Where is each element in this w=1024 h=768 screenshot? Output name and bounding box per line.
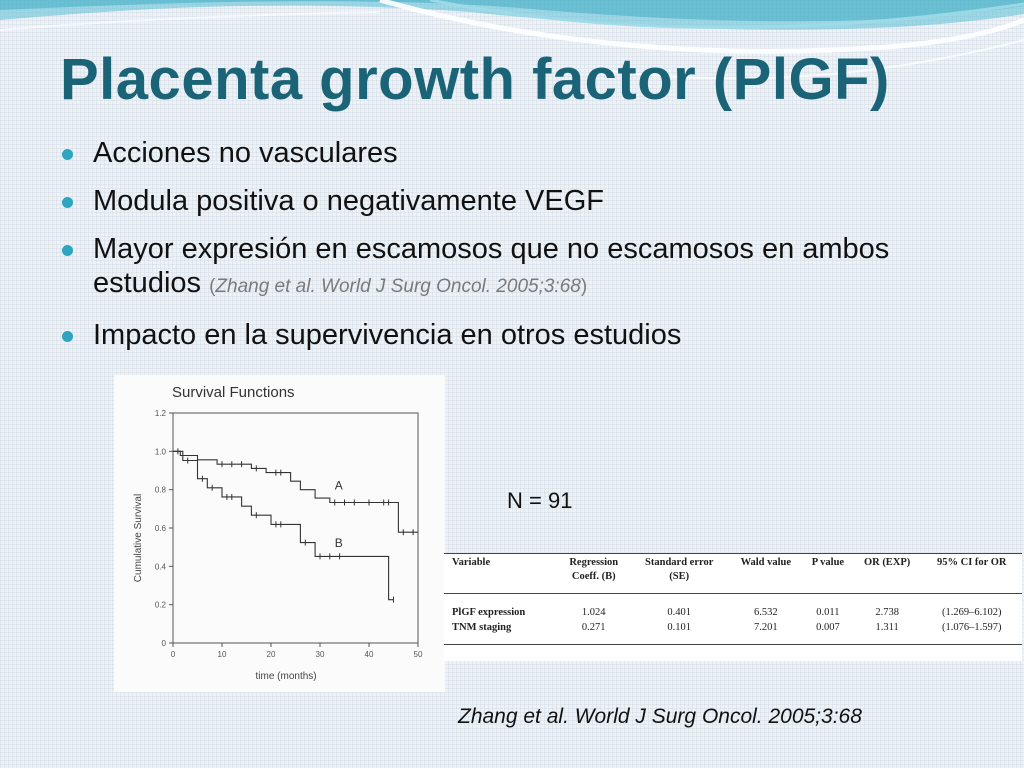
regression-table: Variable Regression Coeff. (B) Standard e…: [444, 553, 1022, 645]
column-header: Variable: [444, 553, 558, 594]
y-tick-label: 0.4: [155, 562, 167, 571]
column-header: P value: [803, 553, 853, 594]
x-axis-label: time (months): [256, 671, 317, 682]
plot-frame: [172, 412, 419, 644]
citation-close-paren: ): [580, 276, 588, 297]
y-tick-label: 0.8: [155, 486, 167, 495]
table-row: PlGF expression 1.024 0.401 6.532 0.011 …: [444, 594, 1022, 621]
regression-table-panel: Variable Regression Coeff. (B) Standard e…: [444, 553, 1022, 661]
table-cell: 1.311: [852, 620, 922, 645]
sample-size-label: N = 91: [507, 488, 573, 513]
table-cell: 7.201: [728, 620, 804, 645]
series-line-A: [173, 450, 418, 533]
slide-title: Placenta growth factor (PlGF): [60, 47, 890, 112]
series-line-B: [173, 450, 394, 601]
column-header: Regression Coeff. (B): [557, 553, 630, 594]
curve-annotation: B: [335, 536, 343, 550]
bullet-item: Impacto en la supervivencia en otros est…: [62, 318, 962, 352]
table-cell: 0.011: [816, 607, 840, 618]
column-header: 95% CI for OR: [921, 553, 1022, 594]
x-tick-label: 40: [365, 650, 374, 659]
table-cell: PlGF expression: [452, 607, 526, 618]
bullet-dot-icon: [62, 245, 73, 256]
bullet-list: Acciones no vasculares Modula positiva o…: [62, 136, 962, 366]
bullet-item: Modula positiva o negativamente VEGF: [62, 184, 962, 218]
survival-chart: 0 10 20 30 40 50 0 0.2 0.4 0.6 0.8 1.0 1.2 time (mont…: [133, 409, 423, 682]
citation-open-paren: (: [209, 276, 216, 297]
table-header-row: Variable Regression Coeff. (B) Standard e…: [444, 553, 1022, 594]
table-cell: 0.101: [629, 620, 729, 645]
bullet-text: Modula positiva o negativamente VEGF: [93, 185, 604, 217]
y-tick-label: 0: [162, 639, 167, 648]
table-cell: 6.532: [754, 607, 778, 618]
bullet-dot-icon: [62, 197, 73, 208]
y-tick-label: 0.6: [155, 524, 167, 533]
y-tick-label: 1.0: [155, 447, 167, 456]
column-header: OR (EXP): [852, 553, 922, 594]
chart-title: Survival Functions: [172, 384, 295, 401]
table-cell: 0.401: [667, 607, 692, 618]
bullet-item: Mayor expresión en escamosos que no esca…: [62, 232, 962, 304]
survival-chart-panel: Survival Functions 0 10 20 30 40 50 0 0.2 0.4 0.6…: [114, 375, 445, 692]
y-tick-label: 1.2: [155, 409, 167, 418]
bullet-text: Acciones no vasculares: [93, 137, 398, 169]
decorative-waves: [0, 0, 1024, 80]
x-tick-label: 20: [267, 650, 276, 659]
inline-citation: Zhang et al. World J Surg Oncol. 2005;3:…: [215, 276, 581, 297]
x-tick-label: 50: [414, 650, 423, 659]
footer-citation: Zhang et al. World J Surg Oncol. 2005;3:…: [458, 705, 862, 728]
curve-annotation: A: [335, 479, 343, 493]
table-cell: TNM staging: [444, 620, 558, 645]
table-cell: (1.076–1.597): [921, 620, 1022, 645]
bullet-dot-icon: [62, 149, 73, 160]
x-tick-label: 0: [171, 650, 176, 659]
y-tick-label: 0.2: [155, 601, 167, 610]
x-tick-label: 10: [218, 650, 227, 659]
table-cell: (1.269–6.102): [942, 607, 1002, 618]
y-axis-label: Cumulative Survival: [133, 494, 144, 582]
table-row: TNM staging 0.271 0.101 7.201 0.007 1.31…: [444, 620, 1022, 645]
table-cell: 2.738: [875, 607, 899, 618]
column-header: Standard error (SE): [629, 553, 729, 594]
bullet-item: Acciones no vasculares: [62, 136, 962, 170]
table-cell: 0.007: [803, 620, 853, 645]
bullet-text: Impacto en la supervivencia en otros est…: [93, 319, 682, 351]
bullet-dot-icon: [62, 331, 73, 342]
bullet-text: Mayor expresión en escamosos que no esca…: [93, 233, 890, 299]
table-cell: 1.024: [581, 607, 606, 618]
x-tick-label: 30: [316, 650, 325, 659]
column-header: Wald value: [728, 553, 804, 594]
table-cell: 0.271: [557, 620, 630, 645]
